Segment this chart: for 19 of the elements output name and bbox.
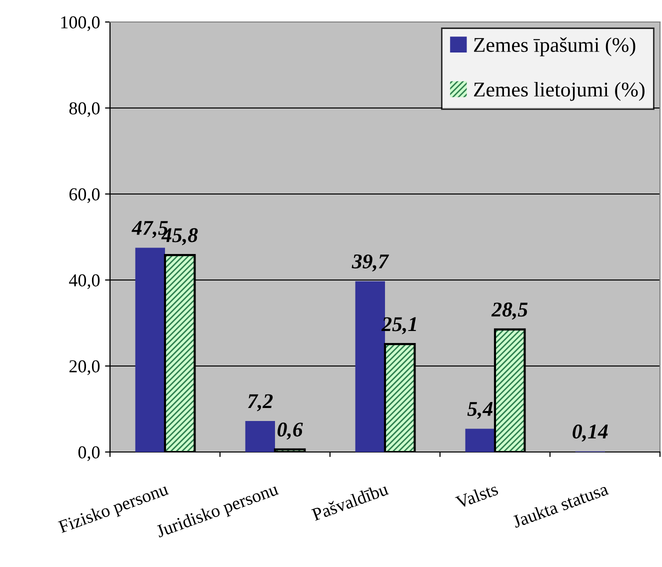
y-tick-label: 40,0: [69, 274, 100, 290]
y-tick-label: 80,0: [69, 102, 100, 118]
data-label: 0,14: [572, 424, 608, 442]
legend-label: Zemes lietojumi (%): [474, 82, 645, 101]
data-label: 28,5: [491, 302, 528, 320]
data-label: 7,2: [248, 394, 273, 412]
bar: [245, 421, 275, 452]
y-tick-label: 20,0: [69, 360, 100, 376]
data-label: 5,4: [467, 402, 493, 419]
bar: [135, 248, 165, 452]
legend-label: Zemes īpašumi (%): [474, 37, 636, 56]
y-tick-label: 60,0: [69, 188, 100, 204]
data-label: 39,7: [352, 254, 390, 272]
x-tick-label: Jaukta statusa: [512, 482, 610, 528]
y-tick-label: 100,0: [61, 16, 100, 32]
data-label: 0,6: [278, 422, 303, 440]
y-tick-label: 0,0: [78, 446, 100, 462]
x-tick-label: Valsts: [454, 482, 499, 509]
bar: [465, 428, 495, 452]
